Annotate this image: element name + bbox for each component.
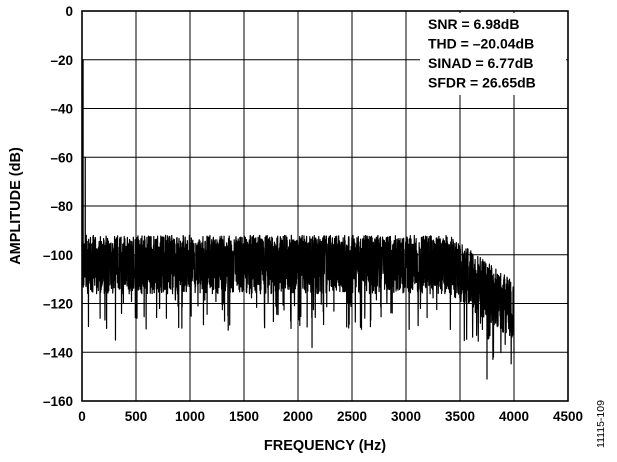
stats-annotations: SNR = 6.98dB THD = –20.04dB SINAD = 6.77dB… [428, 16, 536, 91]
x-tick-label: 3000 [391, 409, 421, 424]
x-tick-label: 2500 [337, 409, 367, 424]
x-tick-label: 3500 [445, 409, 475, 424]
y-tick-label: 0 [65, 4, 73, 19]
fft-trace [81, 59, 515, 380]
y-tick-label: –20 [50, 53, 73, 68]
x-tick-label: 1000 [175, 409, 205, 424]
stat-line: SNR = 6.98dB [428, 16, 519, 32]
y-axis-title: AMPLITUDE (dB) [8, 147, 24, 265]
y-tick-label: –40 [50, 102, 73, 117]
x-tick-label: 2000 [283, 409, 313, 424]
y-tick-label: –140 [43, 345, 73, 360]
y-tick-labels: 0 –20 –40 –60 –80 –100 –120 –140 –160 [43, 4, 73, 409]
fft-trace-line [81, 59, 515, 380]
x-tick-label: 4500 [553, 409, 583, 424]
y-tick-label: –100 [43, 248, 73, 263]
plot-frame [81, 10, 569, 402]
stat-line: SFDR = 26.65dB [428, 75, 536, 91]
y-tick-label: –160 [43, 394, 73, 409]
stat-line: THD = –20.04dB [428, 36, 534, 52]
x-tick-label: 1500 [229, 409, 259, 424]
x-tick-label: 500 [125, 409, 148, 424]
x-axis-title: FREQUENCY (Hz) [264, 438, 386, 454]
y-tick-label: –120 [43, 297, 73, 312]
stat-line: SINAD = 6.77dB [428, 55, 533, 71]
x-tick-labels: 0 500 1000 1500 2000 2500 3000 3500 4000 4500 [78, 409, 583, 424]
y-tick-label: –80 [50, 199, 73, 214]
x-tick-label: 0 [78, 409, 86, 424]
x-tick-label: 4000 [499, 409, 529, 424]
stats-box [420, 13, 566, 95]
figure-id: 11115-109 [595, 400, 607, 448]
y-tick-label: –60 [50, 150, 73, 165]
